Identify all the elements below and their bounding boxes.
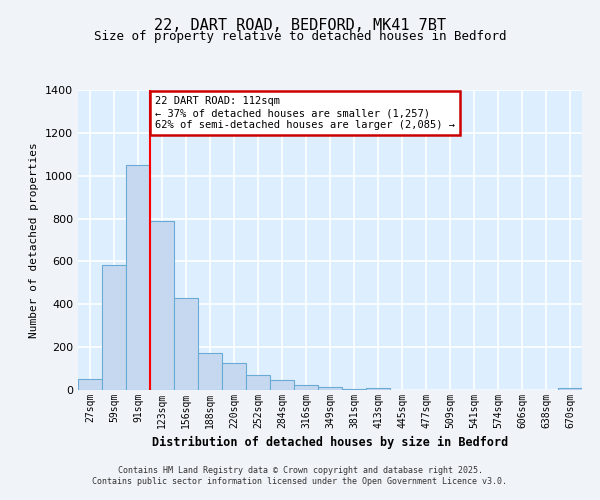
Bar bbox=[558, 388, 582, 390]
Bar bbox=[198, 352, 222, 390]
Bar bbox=[294, 384, 318, 390]
X-axis label: Distribution of detached houses by size in Bedford: Distribution of detached houses by size … bbox=[152, 436, 508, 450]
Text: Size of property relative to detached houses in Bedford: Size of property relative to detached ho… bbox=[94, 30, 506, 43]
Bar bbox=[366, 388, 390, 390]
Bar bbox=[318, 387, 342, 390]
Bar bbox=[222, 363, 246, 390]
Text: Contains HM Land Registry data © Crown copyright and database right 2025.: Contains HM Land Registry data © Crown c… bbox=[118, 466, 482, 475]
Bar bbox=[150, 220, 174, 390]
Text: 22 DART ROAD: 112sqm
← 37% of detached houses are smaller (1,257)
62% of semi-de: 22 DART ROAD: 112sqm ← 37% of detached h… bbox=[155, 96, 455, 130]
Bar bbox=[102, 264, 126, 390]
Text: Contains public sector information licensed under the Open Government Licence v3: Contains public sector information licen… bbox=[92, 477, 508, 486]
Text: 22, DART ROAD, BEDFORD, MK41 7BT: 22, DART ROAD, BEDFORD, MK41 7BT bbox=[154, 18, 446, 32]
Bar bbox=[174, 298, 198, 390]
Bar bbox=[78, 380, 102, 390]
Bar bbox=[270, 380, 294, 390]
Bar bbox=[246, 375, 270, 390]
Bar bbox=[126, 165, 150, 390]
Bar bbox=[342, 389, 366, 390]
Y-axis label: Number of detached properties: Number of detached properties bbox=[29, 142, 40, 338]
